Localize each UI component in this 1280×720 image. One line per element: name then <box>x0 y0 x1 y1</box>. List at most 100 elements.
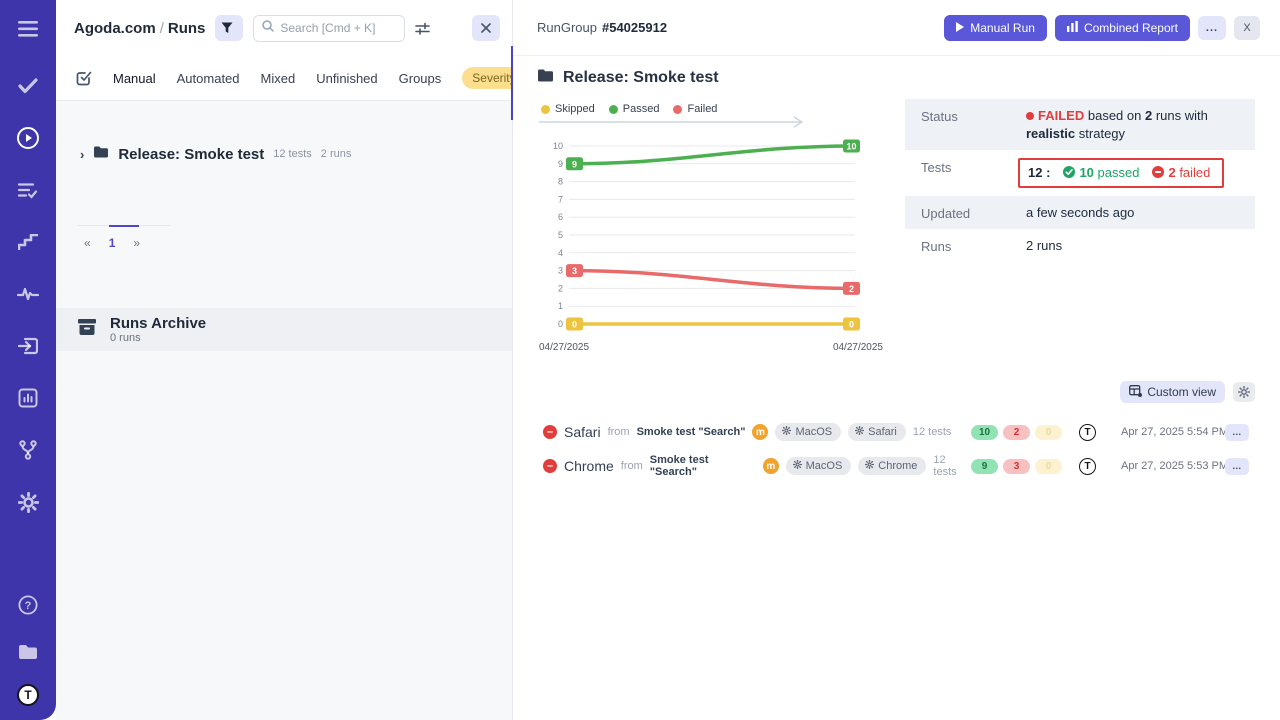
svg-text:0: 0 <box>849 320 854 330</box>
check-circle-icon <box>1063 166 1076 179</box>
updated-value: a few seconds ago <box>1026 204 1135 220</box>
skipped-dot-icon <box>541 104 550 114</box>
legend-failed[interactable]: Failed <box>673 103 717 115</box>
tab-severity[interactable]: Severity <box>462 67 526 89</box>
user-avatar[interactable]: T <box>17 684 39 706</box>
pagination-prev-button[interactable]: « <box>84 236 91 250</box>
run-name[interactable]: Safari <box>564 424 601 440</box>
legend-passed[interactable]: Passed <box>608 103 659 115</box>
updated-label: Updated <box>921 205 971 221</box>
status-failed-text: FAILED <box>1038 108 1085 123</box>
section-title: Release: Smoke test <box>563 68 719 86</box>
chart-area: Skipped Passed Failed 0 1 2 3 4 5 6 7 8 9 10 04/27/… <box>537 103 905 363</box>
svg-text:?: ? <box>25 600 32 612</box>
runs-play-icon[interactable] <box>15 125 41 151</box>
gear-icon <box>865 459 875 472</box>
run-row-chrome[interactable]: – Chrome from Smoke test "Search" m MacO… <box>537 451 1255 481</box>
panel-divider <box>512 0 513 720</box>
folder-icon <box>93 145 109 163</box>
breadcrumb-separator: / <box>159 19 164 37</box>
breadcrumb-project[interactable]: Agoda.com <box>74 19 156 37</box>
pagination-next-button[interactable]: » <box>133 236 141 250</box>
panel-divider-accent[interactable] <box>511 46 513 120</box>
table-view-icon <box>1129 384 1143 400</box>
filter-button[interactable] <box>215 15 244 41</box>
runs-tabs: Manual Automated Mixed Unfinished Groups… <box>56 56 526 101</box>
tests-total: 12 <box>1028 165 1043 181</box>
analytics-icon[interactable] <box>15 385 41 411</box>
svg-text:7: 7 <box>558 194 563 204</box>
manual-run-button[interactable]: Manual Run <box>944 14 1047 41</box>
help-icon[interactable]: ? <box>15 592 41 618</box>
runs-archive-item[interactable]: Runs Archive 0 runs <box>56 308 512 351</box>
os-pill: MacOS <box>775 423 842 441</box>
more-actions-button[interactable]: ... <box>1198 15 1226 40</box>
tab-mixed[interactable]: Mixed <box>260 70 296 86</box>
close-detail-button[interactable]: X <box>1234 15 1260 40</box>
status-row: Status FAILED based on 2 runs with reali… <box>905 99 1255 151</box>
branch-icon[interactable] <box>15 437 41 463</box>
runs-value: 2 runs <box>1026 238 1063 254</box>
tab-manual[interactable]: Manual <box>113 70 156 86</box>
run-row-safari[interactable]: – Safari from Smoke test "Search" m MacO… <box>537 417 1255 447</box>
select-all-icon[interactable] <box>76 70 92 86</box>
run-group-tree-item[interactable]: › Release: Smoke test 12 tests 2 runs <box>56 101 512 163</box>
tests-failed: 2 failed <box>1152 164 1210 182</box>
svg-text:9: 9 <box>572 159 577 169</box>
run-tests-count: 12 tests <box>912 426 952 438</box>
legend-skipped[interactable]: Skipped <box>541 103 595 115</box>
svg-text:3: 3 <box>558 266 563 276</box>
adjustments-icon[interactable] <box>415 22 431 35</box>
docs-folder-icon[interactable] <box>15 639 41 665</box>
gear-icon <box>854 425 865 438</box>
status-summary: Status FAILED based on 2 runs with reali… <box>905 99 1255 363</box>
tab-unfinished[interactable]: Unfinished <box>316 70 378 86</box>
runs-list: – Safari from Smoke test "Search" m MacO… <box>537 417 1255 481</box>
failed-count-badge: 2 <box>1003 424 1030 440</box>
failed-dot-icon <box>673 104 683 114</box>
svg-text:8: 8 <box>558 177 563 187</box>
tests-highlight-box: 12 : 10 passed 2 failed <box>1018 158 1225 188</box>
browser-pill: Safari <box>848 423 906 441</box>
breadcrumb-page: Runs <box>167 19 206 37</box>
check-icon[interactable] <box>15 73 41 99</box>
combined-report-button[interactable]: Combined Report <box>1054 14 1190 41</box>
chevron-right-icon[interactable]: › <box>80 146 85 162</box>
svg-text:2: 2 <box>558 283 563 293</box>
run-group-title: Release: Smoke test <box>118 145 265 163</box>
menu-icon[interactable] <box>15 16 41 42</box>
legend-skipped-label: Skipped <box>555 103 595 115</box>
settings-gear-icon[interactable] <box>15 489 41 515</box>
chart-legend: Skipped Passed Failed <box>537 103 905 115</box>
search-input[interactable] <box>280 21 391 35</box>
svg-text:04/27/2025: 04/27/2025 <box>539 342 589 353</box>
close-panel-button[interactable] <box>472 15 500 41</box>
pagination-page-1[interactable]: 1 <box>108 236 116 250</box>
tab-automated[interactable]: Automated <box>176 70 240 86</box>
run-menu-button[interactable]: ... <box>1225 423 1249 441</box>
import-icon[interactable] <box>15 333 41 359</box>
run-date: Apr 27, 2025 5:54 PM <box>1121 426 1229 438</box>
pulse-icon[interactable] <box>15 281 41 307</box>
svg-text:2: 2 <box>849 284 854 294</box>
svg-text:5: 5 <box>558 230 563 240</box>
steps-icon[interactable] <box>15 229 41 255</box>
test-plan-icon[interactable] <box>15 177 41 203</box>
custom-view-button[interactable]: Custom view <box>1120 381 1225 403</box>
gear-icon <box>792 459 802 472</box>
search-box <box>253 14 406 42</box>
svg-text:10: 10 <box>553 141 563 151</box>
view-settings-button[interactable] <box>1233 382 1255 402</box>
failed-status-icon: – <box>543 425 557 439</box>
bar-chart-icon <box>1066 20 1078 35</box>
run-menu-button[interactable]: ... <box>1225 457 1249 475</box>
passed-dot-icon <box>608 104 618 114</box>
run-group-tests-count: 12 tests <box>273 148 312 160</box>
run-name[interactable]: Chrome <box>564 458 614 474</box>
tab-groups[interactable]: Groups <box>398 70 442 86</box>
timeline-arrow-icon <box>539 116 804 128</box>
funnel-icon <box>221 22 233 34</box>
run-source: Smoke test "Search" <box>649 454 709 478</box>
